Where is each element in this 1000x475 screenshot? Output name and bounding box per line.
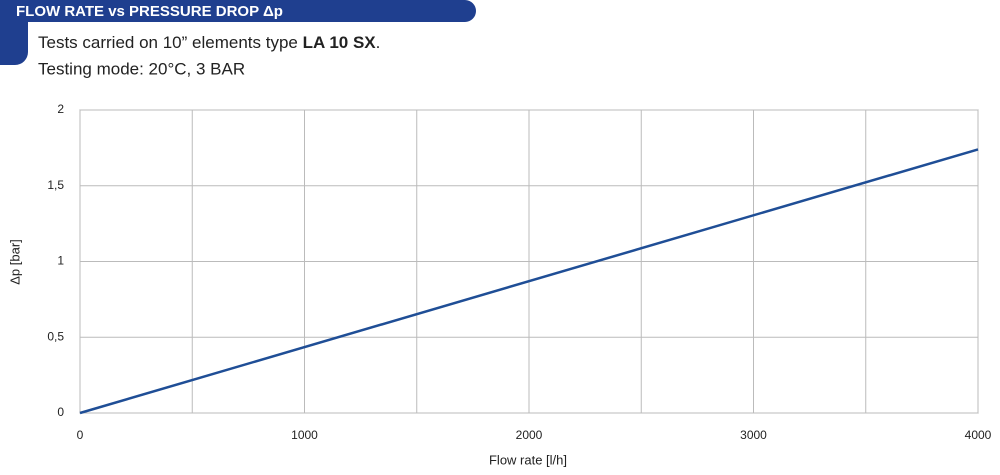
x-tick-label: 2000 (516, 428, 543, 442)
x-tick-label: 3000 (740, 428, 767, 442)
header-banner (0, 0, 476, 65)
x-tick-label: 0 (77, 428, 84, 442)
subtitle-text: Tests carried on 10” elements type (38, 33, 303, 52)
x-tick-label: 1000 (291, 428, 318, 442)
x-axis-label: Flow rate [l/h] (489, 452, 567, 467)
chart-title: FLOW RATE vs PRESSURE DROP Δp (16, 3, 283, 20)
x-tick-label: 4000 (965, 428, 992, 442)
subtitle: Tests carried on 10” elements type LA 10… (38, 33, 380, 52)
y-tick-label: 0 (57, 405, 64, 419)
data-line (79, 148, 979, 415)
y-tick-label: 2 (57, 102, 64, 116)
y-tick-label: 1 (57, 254, 64, 268)
y-tick-label: 0,5 (47, 329, 64, 343)
subtitle2: Testing mode: 20°C, 3 BAR (38, 59, 245, 78)
y-tick-label: 1,5 (47, 178, 64, 192)
subtitle-model: LA 10 SX (303, 33, 377, 52)
y-axis-label: Δp [bar] (7, 239, 22, 285)
subtitle-end: . (376, 33, 381, 52)
